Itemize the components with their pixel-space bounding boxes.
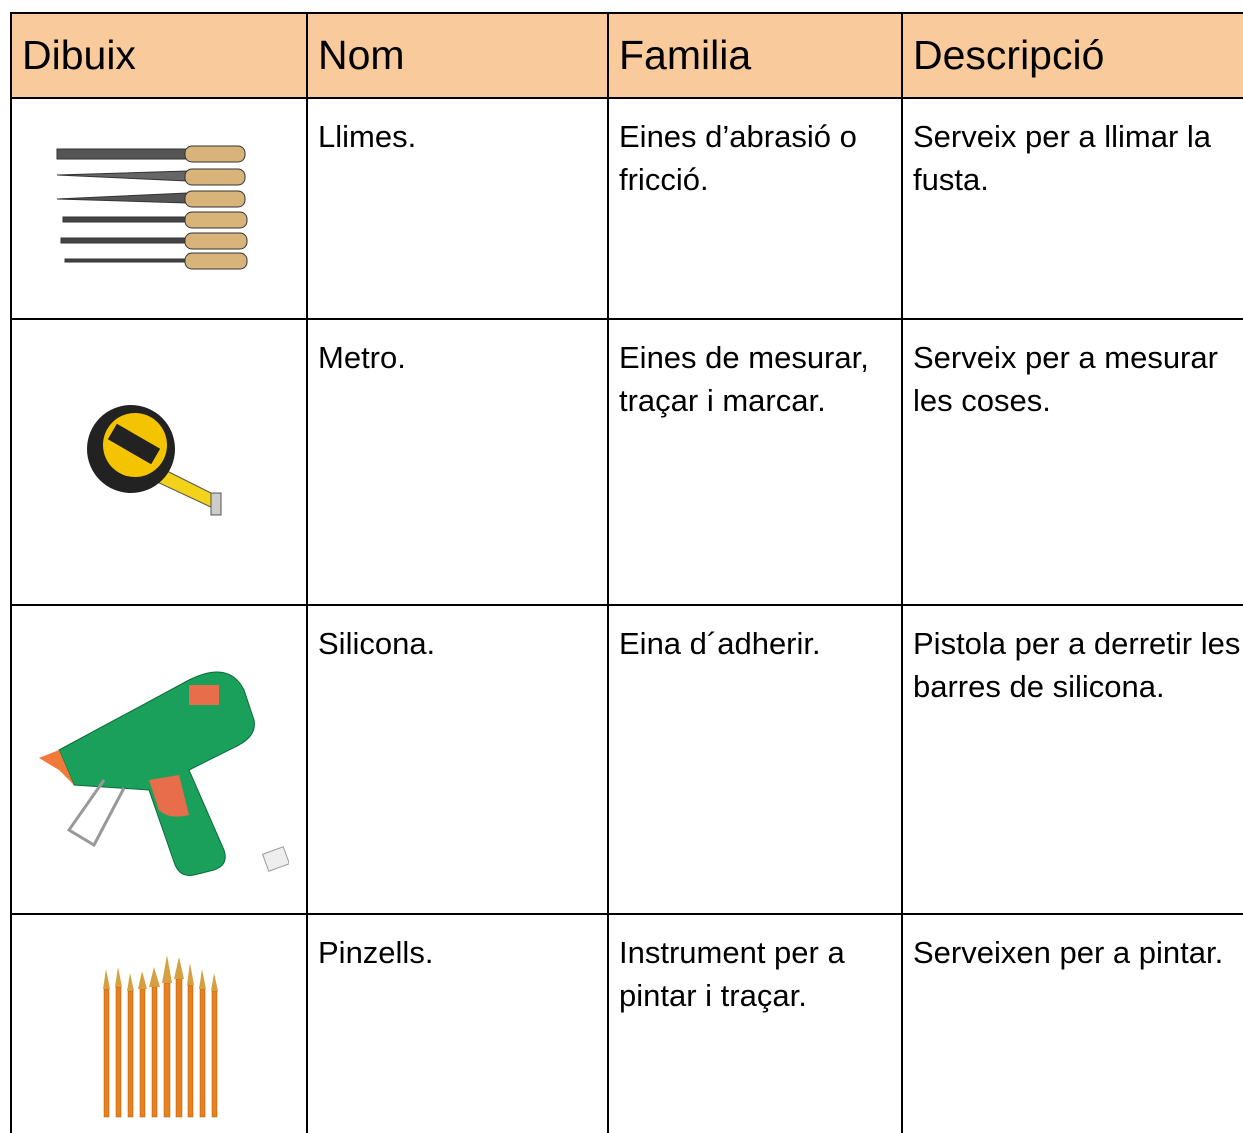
family-cell: Eines d’abrasió o fricció. [607, 97, 903, 320]
name-cell: Silicona. [306, 604, 609, 915]
description-cell: Pistola per a derretir les barres de sil… [901, 604, 1243, 915]
row: Pinzells. Instrument per a pintar i traç… [10, 913, 1243, 1133]
header-cell: Dibuix [10, 12, 308, 99]
image-cell [10, 604, 308, 915]
description-cell: Serveix per a llimar la fusta. [901, 97, 1243, 320]
tools-table: Dibuix Nom Familia Descripció Llimes. Ei… [10, 12, 1243, 1133]
header-cell: Descripció [901, 12, 1243, 99]
files-image [56, 145, 248, 269]
image-cell [10, 913, 308, 1133]
brushes-image [103, 955, 218, 1118]
row: Llimes. Eines d’abrasió o fricció. Serve… [10, 97, 1243, 320]
header-row: Dibuix Nom Familia Descripció [10, 12, 1243, 99]
header-cell: Familia [607, 12, 903, 99]
family-cell: Instrument per a pintar i traçar. [607, 913, 903, 1133]
family-cell: Eina d´adherir. [607, 604, 903, 915]
image-cell [10, 97, 308, 320]
name-cell: Llimes. [306, 97, 609, 320]
row: Metro. Eines de mesurar, traçar i marcar… [10, 318, 1243, 606]
glue-gun-image [39, 671, 289, 876]
name-cell: Pinzells. [306, 913, 609, 1133]
description-cell: Serveix per a mesurar les coses. [901, 318, 1243, 606]
tape-measure-image [87, 405, 222, 516]
family-cell: Eines de mesurar, traçar i marcar. [607, 318, 903, 606]
name-cell: Metro. [306, 318, 609, 606]
row: Silicona. Eina d´adherir. Pistola per a … [10, 604, 1243, 915]
image-cell [10, 318, 308, 606]
header-cell: Nom [306, 12, 609, 99]
description-cell: Serveixen per a pintar. [901, 913, 1243, 1133]
